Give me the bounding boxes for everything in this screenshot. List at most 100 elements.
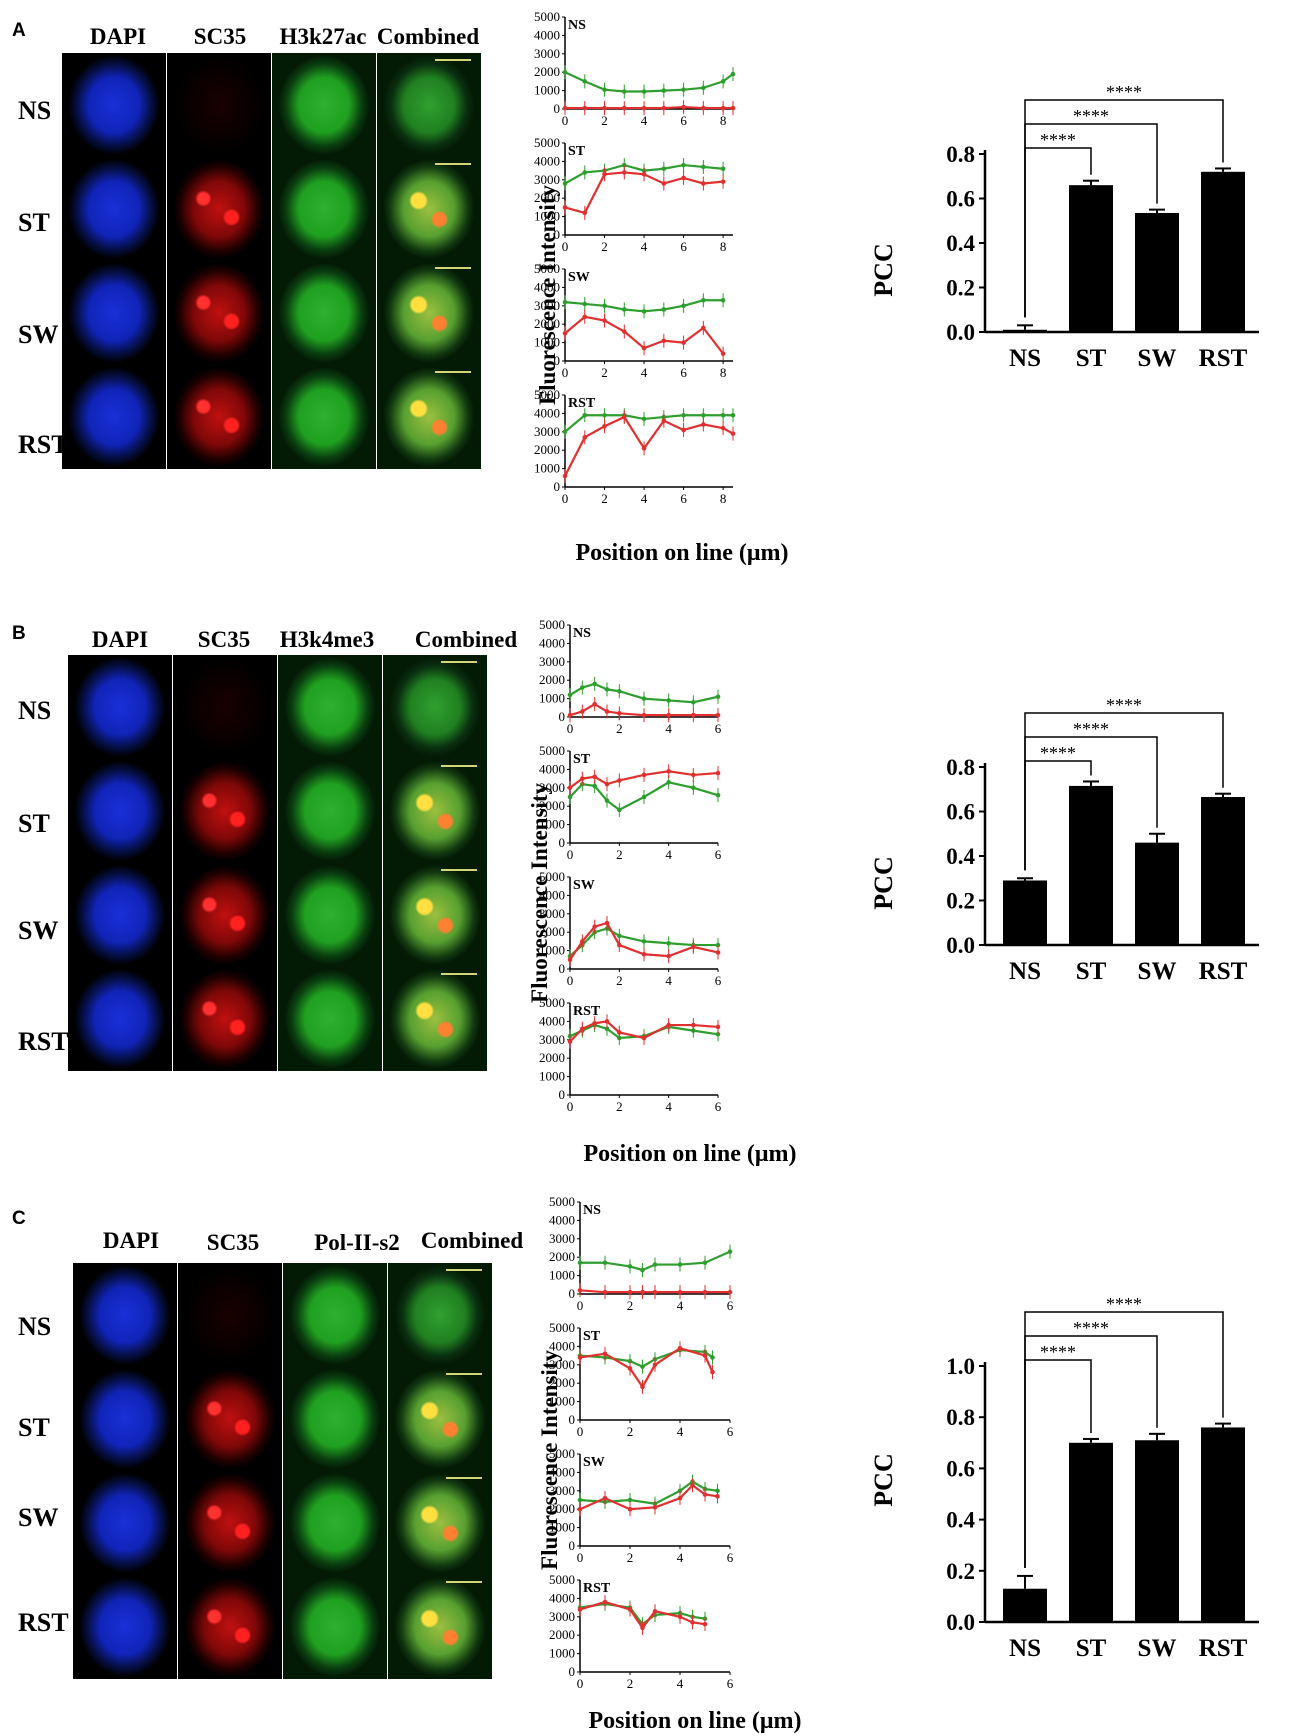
profile-condition-label: SW	[583, 1455, 605, 1470]
row-label-sw: SW	[18, 1503, 59, 1532]
profile-point	[661, 105, 667, 111]
profile-y-tick-label: 0	[559, 961, 566, 976]
pcc-y-tick-label: 0.0	[946, 1610, 975, 1635]
profile-point	[562, 69, 568, 75]
profile-y-tick-label: 5000	[534, 135, 560, 150]
profile-point	[604, 920, 610, 926]
scale-bar	[435, 267, 471, 269]
profile-point	[621, 307, 627, 312]
profile-y-tick-label: 2000	[539, 1050, 565, 1065]
scale-bar	[435, 163, 471, 165]
profile-x-tick-label: 4	[677, 1550, 684, 1565]
profile-x-tick-label: 4	[641, 113, 648, 128]
profile-point	[567, 785, 573, 791]
profile-x-tick-label: 2	[627, 1550, 634, 1565]
profile-point	[677, 1289, 683, 1295]
profile-y-tick-label: 4000	[534, 279, 560, 294]
profile-condition-label: SW	[568, 270, 590, 285]
profile-point	[691, 1022, 696, 1028]
profile-point	[702, 1492, 708, 1497]
profile-y-tick-label: 5000	[539, 617, 565, 632]
profile-x-tick-label: 0	[562, 239, 569, 254]
pcc-y-tick-label: 0.4	[946, 1508, 975, 1533]
profile-point	[602, 1289, 608, 1295]
profile-y-tick-label: 3000	[539, 654, 565, 669]
profile-point	[666, 1022, 671, 1028]
profile-x-tick-label: 2	[627, 1424, 634, 1439]
significance-stars: ****	[1040, 1342, 1076, 1362]
profile-point	[681, 175, 686, 181]
profile-x-tick-label: 6	[715, 1099, 722, 1114]
profile-condition-label: RST	[583, 1581, 611, 1596]
profile-point	[701, 181, 706, 186]
micrograph-cell	[283, 1367, 387, 1471]
profile-point	[702, 1621, 708, 1627]
profile-point	[582, 301, 588, 307]
profile-x-tick-label: 0	[562, 113, 569, 128]
profile-y-axis-label: Fluorescence Intensity	[535, 185, 560, 405]
profile-condition-label: ST	[573, 752, 591, 767]
profile-point	[661, 307, 667, 312]
profile-x-tick-label: 6	[715, 847, 722, 862]
profile-point	[621, 105, 627, 111]
profile-point	[710, 1355, 715, 1360]
profile-point	[661, 88, 667, 93]
column-label-sc35: SC35	[193, 24, 247, 49]
profile-y-tick-label: 3000	[534, 424, 560, 439]
profile-point	[604, 687, 610, 692]
row-label-st: ST	[18, 809, 50, 838]
profile-point	[577, 1355, 583, 1360]
profile-point	[715, 712, 721, 718]
profile-point	[627, 1289, 633, 1295]
profile-point	[621, 170, 627, 175]
profile-y-axis-label: Fluorescence Intensity	[527, 783, 552, 1003]
profile-y-tick-label: 3000	[539, 1032, 565, 1047]
profile-y-tick-label: 4000	[549, 1212, 575, 1227]
profile-point	[627, 1358, 633, 1364]
micrograph-cell	[388, 1263, 492, 1367]
row-label-rst: RST	[18, 1027, 69, 1056]
pcc-category-label: RST	[1199, 958, 1248, 985]
profile-point	[562, 331, 568, 336]
profile-point	[621, 414, 627, 420]
micrograph-cell	[383, 863, 487, 967]
profile-y-tick-label: 5000	[549, 1194, 575, 1209]
profile-y-tick-label: 1000	[549, 1268, 575, 1283]
profile-series-line	[580, 1250, 731, 1272]
profile-point	[640, 1289, 645, 1295]
profile-point	[720, 105, 726, 111]
micrograph-cell	[173, 655, 277, 759]
profile-x-tick-label: 4	[665, 1099, 672, 1114]
profile-point	[720, 166, 726, 172]
micrograph-cell	[178, 1575, 282, 1679]
profile-point	[715, 792, 721, 798]
micrograph-cell	[68, 655, 172, 759]
column-label-dapi: DAPI	[102, 1228, 160, 1253]
pcc-category-label: SW	[1138, 345, 1177, 372]
profile-y-tick-label: 4000	[539, 761, 565, 776]
pcc-y-tick-label: 0.2	[946, 889, 975, 914]
profile-point	[690, 1620, 695, 1625]
pcc-y-tick-label: 0.8	[946, 755, 975, 780]
profile-x-axis-label: Position on line (μm)	[584, 1141, 797, 1167]
profile-point	[710, 1369, 715, 1375]
pcc-y-tick-label: 0.0	[946, 933, 975, 958]
profile-x-tick-label: 0	[577, 1298, 584, 1313]
profile-point	[681, 104, 686, 110]
profile-point	[691, 944, 696, 950]
column-label-marker: H3k27ac	[279, 24, 367, 49]
profile-point	[661, 181, 667, 186]
profile-point	[677, 1262, 683, 1267]
row-label-st: ST	[18, 208, 50, 237]
profile-point	[641, 939, 647, 944]
profile-point	[730, 412, 736, 418]
micrograph-cell	[272, 365, 376, 469]
row-label-ns: NS	[18, 696, 52, 725]
profile-point	[677, 1614, 683, 1620]
profile-point	[715, 694, 721, 700]
profile-condition-label: RST	[573, 1004, 601, 1019]
profile-point	[602, 1260, 608, 1266]
profile-point	[666, 940, 671, 946]
profile-point	[582, 435, 588, 440]
